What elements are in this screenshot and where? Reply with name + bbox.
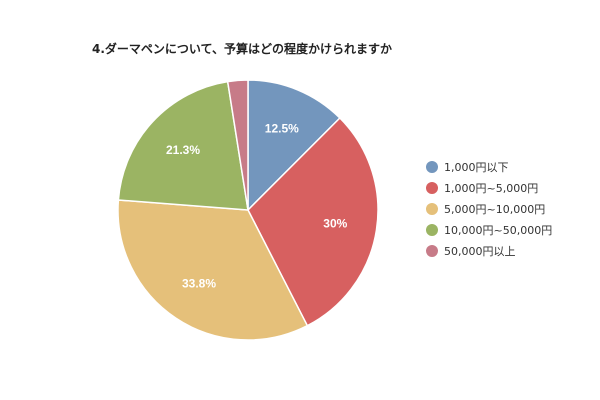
legend-label-5: 50,000円以上 [444, 245, 516, 258]
legend-label-1: 1,000円以下 [444, 161, 509, 174]
data-label-3: 33.8% [182, 277, 216, 291]
pie-slices [117, 79, 379, 341]
legend-label-3: 5,000円~10,000円 [444, 203, 545, 216]
legend-label-2: 1,000円~5,000円 [444, 182, 538, 195]
legend: 1,000円以下 1,000円~5,000円 5,000円~10,000円 10,00… [426, 161, 552, 258]
data-label-4: 21.3% [166, 143, 200, 157]
legend-marker-1 [426, 161, 438, 173]
chart-title: 4.ダーマペンについて、予算はどの程度かけられますか [92, 42, 392, 56]
data-labels: 12.5% 30% 33.8% 21.3% [166, 121, 348, 290]
pie-slice-4 [117, 80, 249, 211]
pie-slice-2 [247, 116, 379, 327]
legend-marker-5 [426, 245, 438, 257]
legend-label-4: 10,000円~50,000円 [444, 224, 552, 237]
data-label-1: 12.5% [265, 121, 299, 135]
legend-marker-3 [426, 203, 438, 215]
pie-slice-3 [117, 199, 309, 341]
pie-slice-1 [247, 79, 341, 212]
legend-marker-2 [426, 182, 438, 194]
data-label-2: 30% [323, 217, 347, 231]
pie-slice-5 [226, 79, 249, 211]
legend-marker-4 [426, 224, 438, 236]
